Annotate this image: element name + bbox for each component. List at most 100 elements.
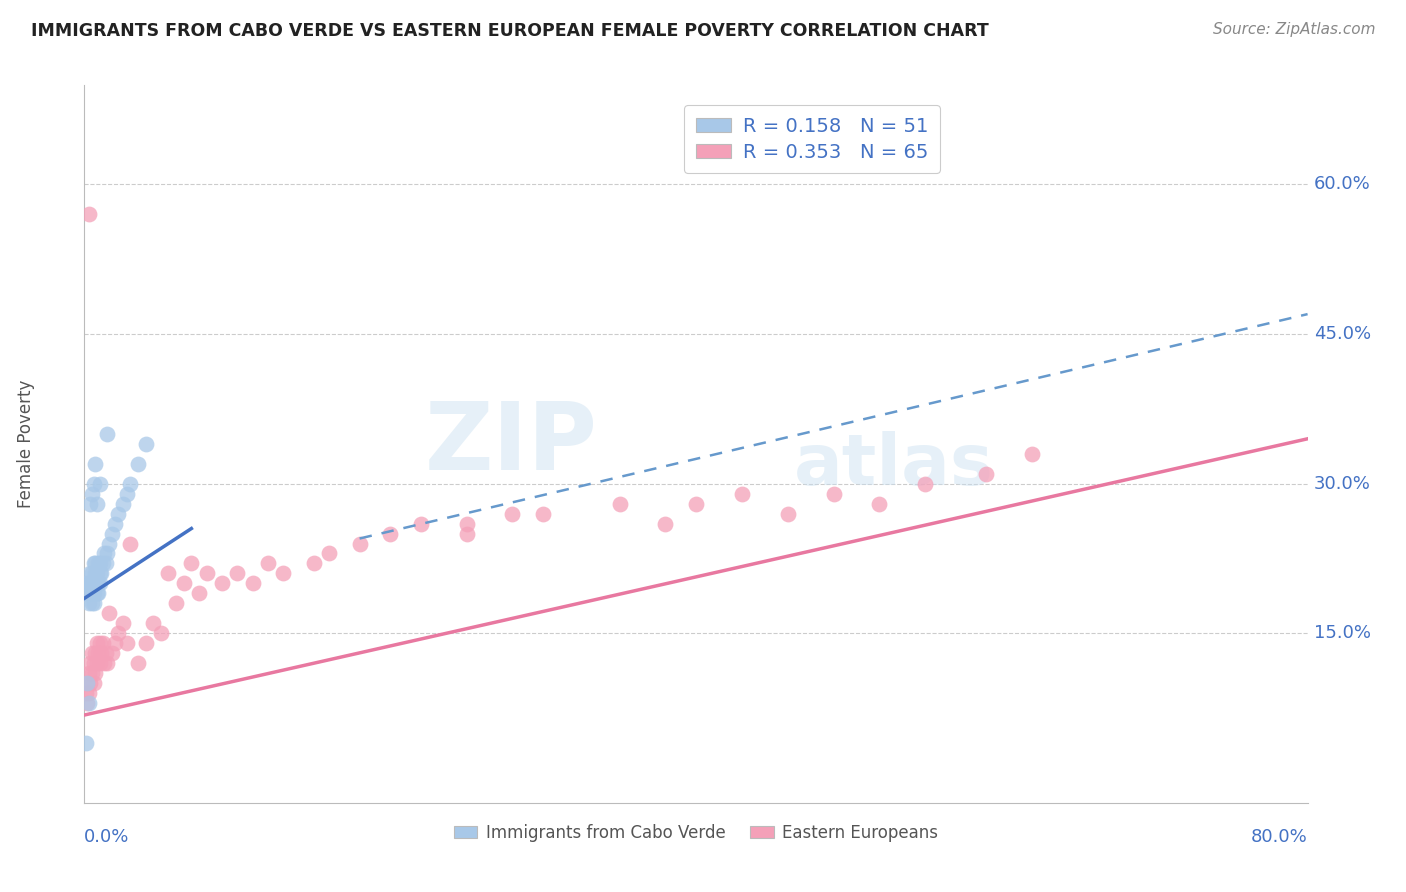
Point (76, 576, 98, 591)
Point (731, 486, 754, 500)
Point (120, 536, 142, 550)
Point (271, 566, 294, 581)
Point (127, 656, 149, 670)
Point (869, 497, 891, 511)
Point (349, 536, 371, 550)
Point (90, 566, 112, 581)
Text: 30.0%: 30.0% (1313, 475, 1371, 492)
Point (211, 576, 233, 591)
Point (80, 666, 103, 681)
Point (101, 646, 124, 660)
Text: Female Poverty: Female Poverty (17, 380, 35, 508)
Point (77, 596, 100, 610)
Point (91, 557, 114, 571)
Point (87, 576, 110, 591)
Text: 15.0%: 15.0% (1313, 624, 1371, 642)
Point (127, 457, 149, 471)
Point (96, 656, 118, 670)
Point (77, 576, 100, 591)
Point (120, 476, 142, 491)
Point (115, 486, 138, 500)
Point (142, 616, 165, 631)
Point (94, 557, 117, 571)
Point (107, 507, 129, 521)
Text: 45.0%: 45.0% (1313, 325, 1371, 343)
Point (84, 666, 107, 681)
Point (79, 676, 101, 690)
Point (80, 576, 103, 591)
Point (91, 636, 114, 650)
Legend: Immigrants from Cabo Verde, Eastern Europeans: Immigrants from Cabo Verde, Eastern Euro… (447, 817, 945, 848)
Point (80, 586, 103, 600)
Point (104, 636, 127, 650)
Point (93, 656, 115, 670)
Point (1021, 447, 1043, 461)
Point (89, 566, 111, 581)
Point (257, 557, 280, 571)
Text: 60.0%: 60.0% (1313, 176, 1371, 194)
Point (195, 566, 218, 581)
Point (79, 497, 101, 511)
Point (135, 636, 157, 650)
Text: IMMIGRANTS FROM CABO VERDE VS EASTERN EUROPEAN FEMALE POVERTY CORRELATION CHART: IMMIGRANTS FROM CABO VERDE VS EASTERN EU… (31, 22, 988, 40)
Point (76, 676, 98, 690)
Point (83, 586, 105, 600)
Point (685, 497, 707, 511)
Point (75, 586, 97, 600)
Point (173, 576, 195, 591)
Point (149, 626, 172, 640)
Point (97, 607, 120, 621)
Point (83, 576, 105, 591)
Point (87, 557, 110, 571)
Point (79, 656, 101, 670)
Point (976, 467, 998, 481)
Point (115, 636, 138, 650)
Point (104, 516, 127, 531)
Point (83, 676, 105, 690)
Point (75, 736, 97, 750)
Point (242, 576, 264, 591)
Point (107, 626, 129, 640)
Point (157, 566, 180, 581)
Point (83, 596, 105, 610)
Point (111, 497, 134, 511)
Point (502, 507, 524, 521)
Point (380, 526, 402, 541)
Point (76, 696, 98, 710)
Text: atlas: atlas (794, 431, 994, 500)
Point (89, 576, 111, 591)
Point (86, 566, 108, 581)
Point (96, 546, 118, 560)
Point (83, 656, 105, 670)
Point (96, 426, 118, 441)
Point (165, 596, 187, 610)
Point (89, 656, 111, 670)
Point (456, 526, 478, 541)
Point (87, 586, 110, 600)
Point (84, 646, 107, 660)
Point (89, 557, 111, 571)
Point (188, 586, 211, 600)
Point (456, 516, 478, 531)
Text: Source: ZipAtlas.com: Source: ZipAtlas.com (1212, 22, 1375, 37)
Text: 0.0%: 0.0% (84, 828, 129, 846)
Point (93, 546, 115, 560)
Point (84, 557, 107, 571)
Point (84, 457, 107, 471)
Point (79, 566, 101, 581)
Point (97, 536, 120, 550)
Point (135, 436, 157, 450)
Point (84, 566, 107, 581)
Point (80, 486, 103, 500)
Point (776, 507, 799, 521)
Point (79, 586, 101, 600)
Point (86, 497, 108, 511)
Point (226, 566, 249, 581)
Point (318, 546, 340, 560)
Point (823, 486, 845, 500)
Point (77, 686, 100, 700)
Point (80, 566, 103, 581)
Point (89, 476, 111, 491)
Text: 80.0%: 80.0% (1251, 828, 1308, 846)
Text: ZIP: ZIP (425, 398, 598, 490)
